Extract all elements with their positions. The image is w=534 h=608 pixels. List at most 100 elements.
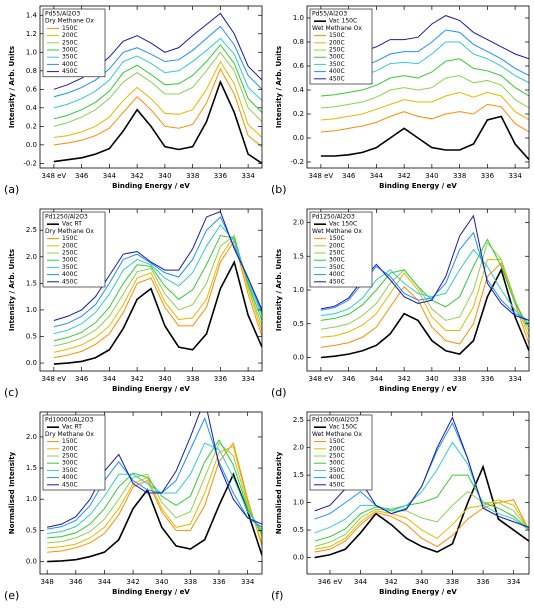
panel: 348 eV 346 344 342 340 338 336 334 0.0 0.5 1.0 1.5 2… [271,208,530,399]
plot [314,416,529,559]
series-line [320,58,529,97]
legend-label: 350C [329,467,345,474]
legend-label: 150C [329,235,345,242]
series-line [53,44,262,120]
y-tick-label: 0.8 [26,67,37,75]
x-tick-label: 344 [103,375,117,383]
series-line [320,231,529,321]
x-tick-label: 342 [130,172,143,180]
legend-label: 400C [62,61,78,68]
y-tick-label: 1.0 [293,286,304,294]
x-tick-label: 348 [40,578,53,586]
x-tick-label: 334 [241,375,255,383]
y-tick-label: 0.5 [26,526,37,534]
series-line [320,238,529,328]
legend-label: Vac RT [62,424,82,431]
y-tick-label: 1.2 [26,30,37,38]
series-line [53,234,262,342]
legend-heading: Pd55/Al2O3 [312,11,347,18]
series-line [53,37,262,109]
x-tick-label: 342 [130,375,143,383]
y-tick-label: 0.2 [26,122,37,130]
series-line [47,442,262,534]
x-tick-label: 342 [397,375,410,383]
legend-heading: Pd55/Al2O3 [45,11,80,18]
series-line [53,234,262,353]
legend-label: 250C [329,250,345,257]
y-tick-label: 1.5 [293,471,304,479]
x-tick-label: 340 [425,172,438,180]
series-line [47,416,262,530]
y-tick-label: 0.4 [293,86,305,94]
legend-label: 350C [62,264,78,271]
plot-frame [306,411,530,575]
x-tick-label: 348 eV [42,172,67,180]
legend-label: 450C [329,75,345,82]
series-line [320,241,529,333]
series-line [320,91,529,121]
x-tick-label: 336 [476,578,490,586]
panel-label: (a) [4,183,19,196]
plot-frame [39,411,263,575]
x-tick-label: 336 [212,578,226,586]
series-line [314,499,529,550]
legend-label: 350C [329,61,345,68]
series-line [314,499,529,553]
y-axis-label: Intensity / Arb. Units [275,46,283,128]
panel-label: (f) [271,589,283,602]
y-tick-label: 0.0 [293,554,304,562]
panel: 348 eV 346 344 342 340 338 336 334 0.0 0.5 1.0 1.5 2… [4,208,263,399]
x-tick-label: 336 [481,375,495,383]
x-tick-label: 336 [481,172,495,180]
x-tick-label: 334 [507,578,521,586]
x-tick-label: 348 eV [42,375,67,383]
x-tick-label: 342 [397,172,410,180]
y-tick-label: -0.2 [290,158,304,166]
x-tick-label: 340 [158,375,171,383]
legend-label: 300C [62,257,78,264]
series-line [47,439,262,539]
y-tick-label: 0.0 [26,141,37,149]
y-tick-label: 2.0 [26,253,37,261]
y-tick-label: 0.0 [293,134,304,142]
x-tick-label: 344 [103,172,117,180]
y-tick-label: 0.5 [293,526,304,534]
legend-heading: Pd1250/Al2O3 [45,214,88,221]
y-tick-label: 1.0 [293,499,304,507]
plot [47,412,262,563]
legend-label: 150C [62,25,78,32]
y-tick-label: 1.0 [26,495,37,503]
series-line [53,239,262,359]
x-tick-label: 346 [69,578,83,586]
x-axis-label: Binding Energy / eV [379,385,457,393]
plot [53,12,262,165]
x-tick-label: 334 [241,578,255,586]
y-tick-label: 0.5 [26,332,37,340]
legend-heading: Pd1250/Al2O3 [312,214,355,221]
plot-frame [306,5,530,169]
x-tick-label: 344 [98,578,112,586]
y-tick-label: 2.0 [293,444,304,452]
panel-label: (c) [4,386,19,399]
y-tick-label: 0.2 [293,110,304,118]
legend-label: 250C [62,39,78,46]
legend-heading: Wet Methane Ox [312,431,362,438]
x-tick-label: 340 [415,578,428,586]
legend-label: Vac 150C [329,424,357,431]
legend-label: 250C [62,250,78,257]
x-tick-label: 340 [158,172,171,180]
legend-label: 150C [329,438,345,445]
legend-label: 250C [62,453,78,460]
x-tick-label: 334 [241,172,255,180]
legend-label: 250C [329,47,345,54]
y-tick-label: 2.0 [293,219,304,227]
x-tick-label: 348 eV [309,375,334,383]
legend-label: 400C [329,474,345,481]
x-tick-label: 336 [214,172,228,180]
y-tick-label: 1.5 [293,252,304,260]
legend-label: 400C [62,474,78,481]
y-axis-label: Intensity / Arb. Units [8,249,16,331]
legend-label: 300C [329,460,345,467]
series-line [53,60,262,138]
